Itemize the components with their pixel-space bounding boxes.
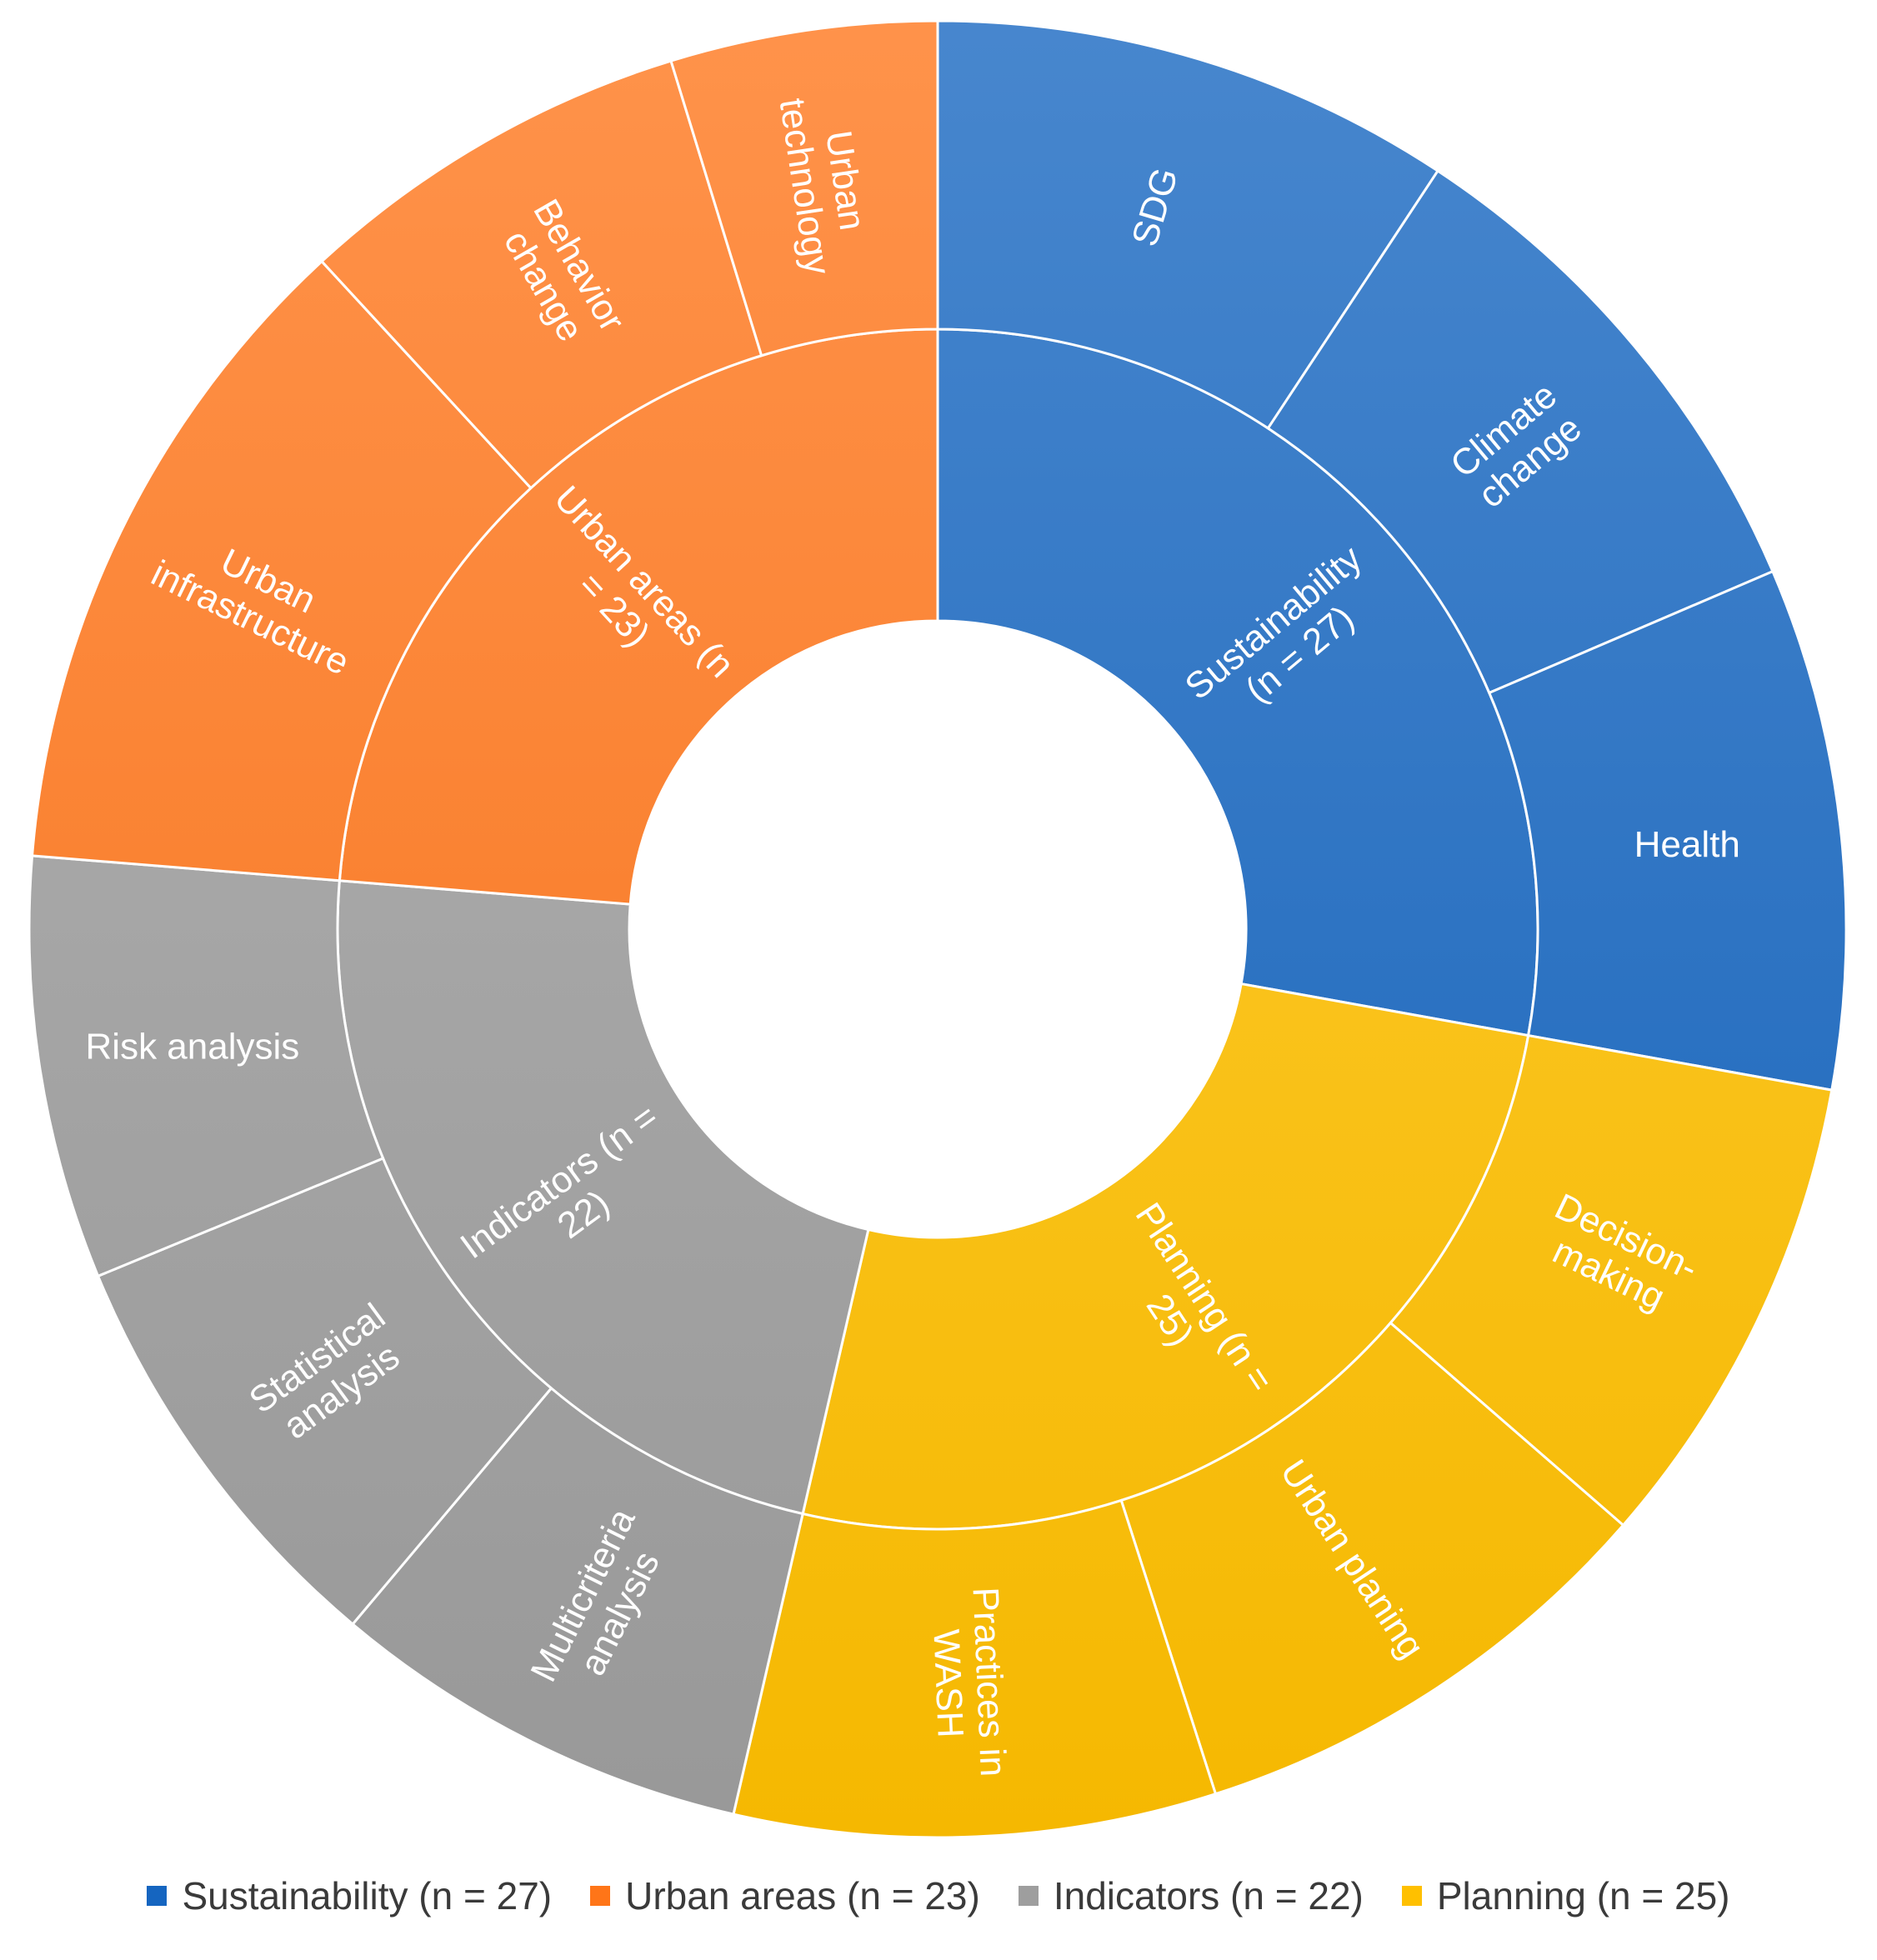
- legend-item-urban-areas: Urban areas (n = 23): [590, 1873, 980, 1918]
- legend-item-sustainability: Sustainability (n = 27): [147, 1873, 552, 1918]
- health-label: Health: [1634, 824, 1740, 865]
- climate-change-outer-segment: [1266, 168, 1774, 695]
- legend-label: Planning (n = 25): [1436, 1874, 1730, 1918]
- practices-in-wash-label-line: WASH: [925, 1628, 970, 1738]
- practices-in-wash-label-line: Practices in: [965, 1587, 1014, 1778]
- chart-legend: Sustainability (n = 27) Urban areas (n = …: [0, 1873, 1877, 1918]
- legend-swatch: [1401, 1886, 1422, 1906]
- urban-technology-outer-segment: [669, 19, 939, 358]
- sunburst-chart: Sustainability(n = 27)SDGClimatechangeHe…: [28, 19, 1848, 1839]
- legend-label: Sustainability (n = 27): [182, 1874, 553, 1918]
- sdg-outer-segment: [936, 19, 1440, 430]
- health-outer-segment: [1487, 569, 1848, 1092]
- risk-analysis-label-line: Risk analysis: [86, 1027, 300, 1068]
- legend-swatch: [590, 1886, 611, 1906]
- legend-label: Urban areas (n = 23): [625, 1874, 980, 1918]
- urban-infrastructure-outer-segment: [30, 259, 533, 882]
- legend-swatch: [147, 1886, 168, 1906]
- risk-analysis-label: Risk analysis: [86, 1027, 300, 1068]
- legend-item-planning: Planning (n = 25): [1401, 1873, 1730, 1918]
- legend-label: Indicators (n = 22): [1053, 1874, 1364, 1918]
- legend-item-indicators: Indicators (n = 22): [1018, 1873, 1364, 1918]
- practices-in-wash-label: Practices inWASH: [923, 1587, 1014, 1779]
- health-label-line: Health: [1634, 824, 1740, 865]
- legend-swatch: [1018, 1886, 1039, 1906]
